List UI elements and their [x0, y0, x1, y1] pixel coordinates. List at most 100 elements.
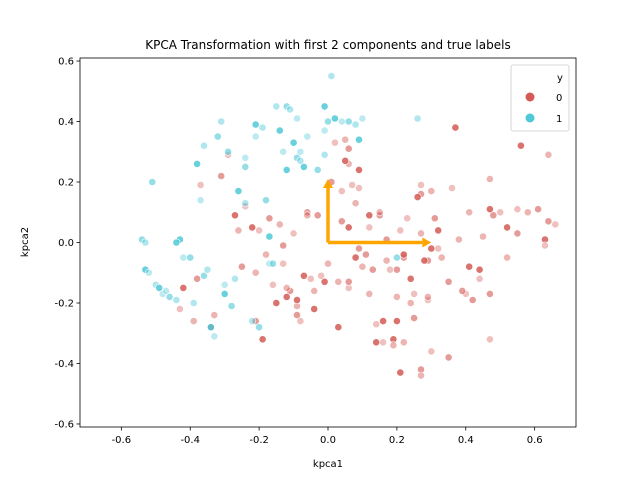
data-point-series-0 [341, 135, 350, 144]
data-point-series-0 [382, 256, 391, 265]
legend-marker-1 [525, 113, 535, 123]
data-point-series-1 [165, 292, 174, 301]
data-point-series-0 [417, 229, 425, 238]
data-point-series-0 [282, 283, 291, 292]
data-point-series-0 [399, 250, 408, 259]
chart-title: KPCA Transformation with first 2 compone… [145, 38, 510, 52]
x-axis-label: kpca1 [313, 459, 343, 470]
data-point-series-1 [262, 196, 270, 205]
data-point-series-1 [210, 332, 219, 341]
data-point-series-0 [503, 223, 511, 232]
data-point-series-0 [355, 244, 363, 253]
data-point-series-1 [141, 238, 150, 247]
data-point-series-0 [485, 335, 494, 344]
data-point-series-0 [465, 208, 474, 217]
data-point-series-1 [189, 299, 198, 307]
data-point-series-0 [268, 280, 277, 289]
data-point-series-1 [392, 253, 401, 262]
data-point-series-0 [255, 226, 263, 235]
data-point-series-0 [392, 317, 401, 325]
data-point-series-0 [417, 181, 425, 189]
data-point-series-0 [396, 226, 405, 235]
data-point-series-1 [220, 280, 229, 289]
data-point-series-0 [231, 211, 239, 220]
y-tick-label: 0.6 [58, 57, 74, 68]
data-point-series-0 [337, 187, 346, 195]
x-tick-label: -0.6 [112, 435, 132, 446]
data-point-series-0 [320, 277, 329, 286]
data-point-series-0 [234, 226, 243, 235]
data-point-series-0 [485, 205, 494, 214]
data-point-series-0 [275, 220, 284, 229]
y-tick-label: -0.4 [54, 359, 74, 370]
data-point-series-0 [392, 265, 401, 274]
data-point-series-0 [444, 353, 453, 362]
data-point-series-1 [296, 147, 305, 156]
data-point-series-0 [355, 184, 363, 192]
data-point-series-0 [396, 368, 405, 377]
data-point-series-1 [265, 232, 274, 241]
data-point-series-0 [279, 241, 288, 250]
data-point-series-1 [241, 199, 250, 208]
data-point-series-0 [372, 320, 381, 329]
data-point-series-0 [296, 317, 305, 325]
data-point-series-0 [417, 371, 425, 380]
data-point-series-1 [299, 162, 308, 171]
data-point-series-0 [282, 292, 291, 301]
data-point-series-1 [413, 114, 422, 123]
data-point-series-0 [289, 229, 298, 238]
data-point-series-0 [317, 271, 325, 280]
data-point-series-1 [255, 323, 263, 332]
legend-box [510, 64, 570, 132]
data-point-series-0 [379, 317, 387, 325]
data-point-series-0 [237, 262, 246, 271]
data-point-series-1 [206, 323, 215, 332]
data-point-series-0 [437, 253, 446, 262]
data-point-series-1 [155, 283, 164, 292]
y-axis-label: kpca2 [20, 227, 31, 257]
data-point-series-0 [475, 265, 484, 274]
data-point-series-0 [365, 211, 374, 220]
data-point-series-0 [475, 274, 484, 283]
legend-marker-0 [525, 92, 535, 102]
data-point-series-1 [320, 102, 329, 111]
data-point-series-1 [196, 196, 205, 205]
data-point-series-1 [162, 286, 170, 295]
data-point-series-0 [248, 223, 257, 232]
data-point-series-1 [313, 165, 322, 174]
data-point-series-0 [399, 338, 408, 347]
data-point-series-0 [337, 217, 346, 226]
data-point-series-0 [358, 262, 367, 271]
data-point-series-1 [289, 138, 298, 147]
component-arrow-head [323, 178, 333, 188]
data-point-series-0 [544, 217, 553, 226]
data-point-series-0 [303, 208, 312, 217]
data-point-series-0 [351, 253, 360, 262]
y-tick-label: 0.2 [58, 178, 74, 189]
data-point-series-0 [454, 235, 463, 244]
data-point-series-1 [327, 72, 336, 80]
legend: y 0 1 [510, 64, 570, 132]
data-point-series-0 [479, 232, 487, 241]
y-tick-label: -0.6 [54, 419, 74, 430]
data-point-series-0 [341, 156, 350, 165]
data-point-series-1 [220, 289, 229, 298]
x-tick-label: 0.4 [458, 435, 474, 446]
data-point-series-0 [434, 244, 443, 253]
data-point-series-0 [310, 286, 319, 295]
x-tick-label: 0.2 [389, 435, 405, 446]
data-point-series-0 [427, 347, 436, 356]
data-point-series-0 [427, 187, 436, 195]
data-point-series-0 [375, 208, 384, 217]
data-point-series-1 [241, 162, 250, 171]
data-point-series-0 [193, 274, 201, 283]
data-point-series-0 [348, 181, 356, 189]
data-point-series-0 [196, 181, 205, 189]
data-point-series-0 [451, 123, 460, 132]
data-point-series-0 [372, 338, 381, 347]
data-point-series-1 [241, 153, 250, 162]
data-point-series-1 [251, 132, 260, 141]
x-tick-label: -0.2 [249, 435, 269, 446]
data-point-series-0 [413, 193, 422, 201]
